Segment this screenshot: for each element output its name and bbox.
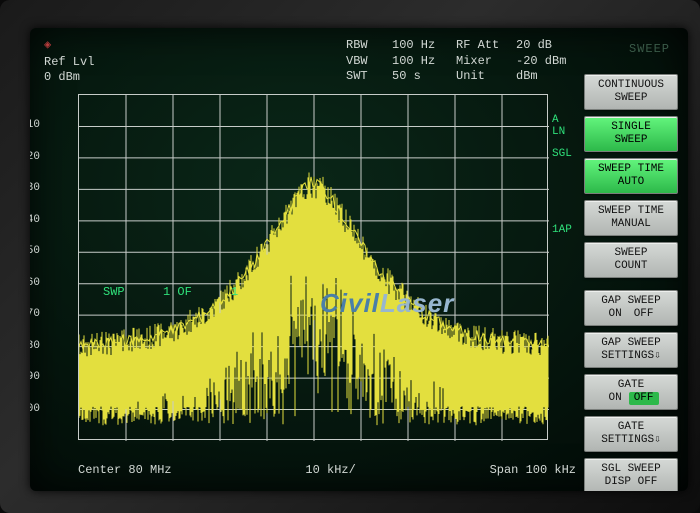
overlay-count2: 1 [231,285,238,299]
overlay-swp: SWP [103,285,125,299]
y-tick: -40 [30,214,40,226]
y-tick: -30 [30,182,40,194]
marker-ln: LN [552,126,565,138]
swt-label: SWT [346,69,388,85]
mixer-value: -20 dBm [516,54,576,70]
rfatt-label: RF Att [456,38,512,54]
y-tick: -10 [30,119,40,131]
softkey-continuous-sweep[interactable]: CONTINUOUS SWEEP [584,74,678,110]
softkey-segment-off[interactable]: OFF [629,308,659,321]
softkey-segment-on[interactable]: ON [603,392,626,405]
y-tick: -60 [30,277,40,289]
rfatt-value: 20 dB [516,38,576,54]
y-tick: -100 [30,403,40,415]
marker-1ap: 1AP [552,224,572,236]
softkey-gap-sweep-settings[interactable]: GAP SWEEP SETTINGS⇩ [584,332,678,368]
softkey-gap-sweep-toggle[interactable]: GAP SWEEPONOFF [584,290,678,326]
rbw-value: 100 Hz [392,38,452,54]
plot-svg [79,95,549,441]
menu-title: SWEEP [629,42,670,56]
softkey-gate-toggle[interactable]: GATEONOFF [584,374,678,410]
softkey-segment-on[interactable]: ON [603,308,626,321]
softkey-label: GATE [587,379,675,392]
softkey-sweep-time-manual[interactable]: SWEEP TIME MANUAL [584,200,678,236]
softkey-single-sweep[interactable]: SINGLE SWEEP [584,116,678,152]
span: Span 100 kHz [490,463,576,477]
y-tick: -70 [30,308,40,320]
ref-lvl-label: Ref Lvl [44,55,94,70]
vbw-label: VBW [346,54,388,70]
swt-value: 50 s [392,69,452,85]
softkey-segment-off[interactable]: OFF [629,392,659,405]
softkey-column: CONTINUOUS SWEEP SINGLE SWEEP SWEEP TIME A… [584,74,678,481]
softkey-sgl-sweep-disp-off[interactable]: SGL SWEEP DISP OFF [584,458,678,491]
overlay-count: 1 OF [163,285,192,299]
rbw-label: RBW [346,38,388,54]
rbw-per-div: 10 kHz/ [305,463,355,477]
softkey-label: GAP SWEEP [587,295,675,308]
footer-info: Center 80 MHz 10 kHz/ Span 100 kHz [78,463,576,477]
spectrum-plot: SWP 1 OF 1 [78,94,548,440]
unit-label: Unit [456,69,512,85]
crt-screen: ◈ Ref Lvl 0 dBm RBW 100 Hz RF Att 20 dB … [30,28,688,491]
y-tick: -50 [30,245,40,257]
unit-value: dBm [516,69,576,85]
ref-level-block: ◈ Ref Lvl 0 dBm [44,38,94,85]
softkey-sweep-time-auto[interactable]: SWEEP TIME AUTO [584,158,678,194]
brand-logo: ◈ [44,38,94,53]
vbw-value: 100 Hz [392,54,452,70]
header-area: ◈ Ref Lvl 0 dBm RBW 100 Hz RF Att 20 dB … [44,38,576,85]
params-grid: RBW 100 Hz RF Att 20 dB VBW 100 Hz Mixer… [346,38,576,85]
marker-a: A [552,114,559,126]
center-freq: Center 80 MHz [78,463,172,477]
y-tick: -90 [30,371,40,383]
softkey-sweep-count[interactable]: SWEEP COUNT [584,242,678,278]
ref-lvl-value: 0 dBm [44,70,94,85]
softkey-gate-settings[interactable]: GATE SETTINGS⇩ [584,416,678,452]
mixer-label: Mixer [456,54,512,70]
marker-sgl: SGL [552,148,572,160]
y-tick: -20 [30,151,40,163]
y-tick: -80 [30,340,40,352]
